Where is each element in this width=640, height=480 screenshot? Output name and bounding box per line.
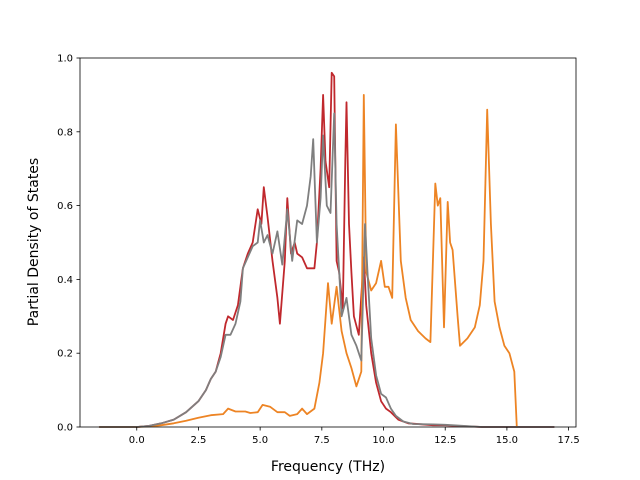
x-axis-label: Frequency (THz) (271, 459, 385, 475)
x-tick-label: 15.0 (496, 435, 518, 446)
plot-frame (79, 57, 577, 428)
y-tick-label: 0.4 (57, 275, 73, 286)
x-tick-label: 7.5 (314, 435, 330, 446)
y-tick-label: 0.6 (57, 201, 73, 212)
series-line-2 (98, 94, 518, 428)
x-tick-label: 0.0 (129, 435, 145, 446)
x-tick-label: 10.0 (372, 435, 394, 446)
y-axis: 0.0 0.2 0.4 0.6 0.8 1.0 (57, 54, 80, 434)
x-axis: 0.0 2.5 5.0 7.5 10.0 12.5 15.0 17.5 (129, 427, 580, 446)
y-tick-label: 1.0 (57, 54, 73, 65)
y-axis-label: Partial Density of States (26, 158, 42, 326)
series-line-3 (98, 112, 555, 428)
series-line-1 (98, 71, 555, 428)
x-tick-label: 2.5 (190, 435, 206, 446)
y-tick-label: 0.2 (57, 349, 73, 360)
y-tick-label: 0.8 (57, 127, 73, 138)
x-tick-label: 5.0 (252, 435, 268, 446)
series-layer (98, 71, 555, 428)
y-tick-label: 0.0 (57, 423, 73, 434)
x-tick-label: 12.5 (434, 435, 456, 446)
x-tick-label: 17.5 (557, 435, 579, 446)
